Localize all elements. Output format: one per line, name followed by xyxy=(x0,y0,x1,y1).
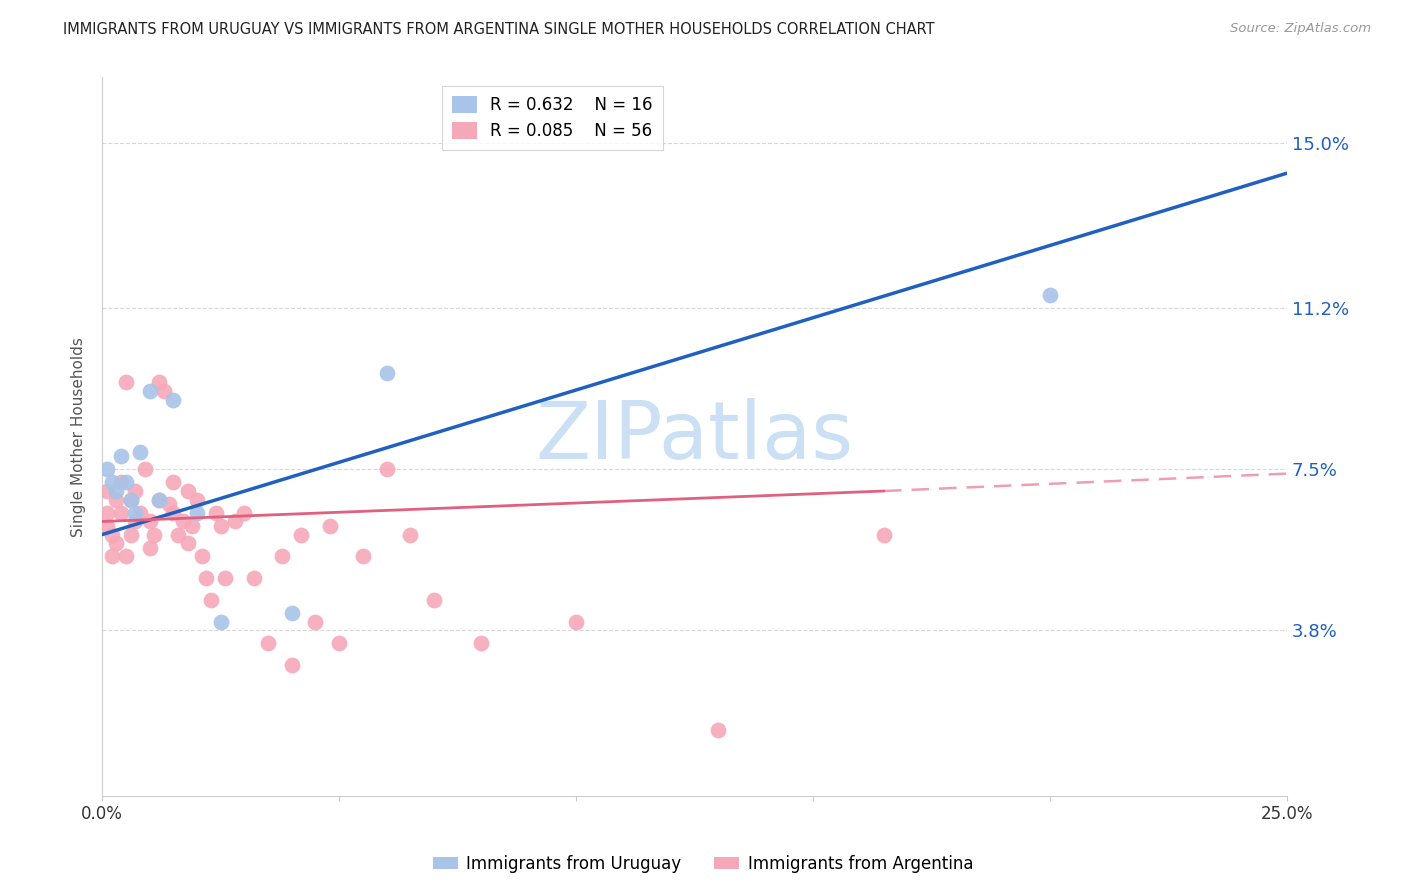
Point xyxy=(124,515,146,529)
Point xyxy=(153,384,176,398)
Point xyxy=(110,449,132,463)
Point xyxy=(100,527,122,541)
Point xyxy=(565,615,588,629)
Point xyxy=(181,519,204,533)
Point xyxy=(172,515,194,529)
Point xyxy=(1039,288,1062,302)
Point xyxy=(129,445,152,459)
Legend: R = 0.632    N = 16, R = 0.085    N = 56: R = 0.632 N = 16, R = 0.085 N = 56 xyxy=(441,86,662,151)
Point xyxy=(96,506,118,520)
Point xyxy=(304,615,326,629)
Point xyxy=(328,636,350,650)
Point xyxy=(375,367,398,381)
Point xyxy=(281,606,304,620)
Point xyxy=(243,571,266,585)
Point xyxy=(162,506,184,520)
Point xyxy=(195,571,218,585)
Point xyxy=(120,492,142,507)
Point xyxy=(200,592,222,607)
Point xyxy=(214,571,236,585)
Point xyxy=(148,492,170,507)
Point xyxy=(707,723,730,738)
Point xyxy=(138,515,160,529)
Point xyxy=(110,506,132,520)
Point xyxy=(190,549,212,564)
Point xyxy=(257,636,280,650)
Point xyxy=(124,506,146,520)
Text: IMMIGRANTS FROM URUGUAY VS IMMIGRANTS FROM ARGENTINA SINGLE MOTHER HOUSEHOLDS CO: IMMIGRANTS FROM URUGUAY VS IMMIGRANTS FR… xyxy=(63,22,935,37)
Point xyxy=(209,519,232,533)
Point xyxy=(96,462,118,476)
Point xyxy=(120,492,142,507)
Point xyxy=(157,497,180,511)
Point xyxy=(290,527,312,541)
Point xyxy=(96,519,118,533)
Point xyxy=(399,527,422,541)
Point xyxy=(138,384,160,398)
Point xyxy=(470,636,492,650)
Point xyxy=(271,549,294,564)
Point xyxy=(205,506,228,520)
Point xyxy=(176,483,198,498)
Text: Source: ZipAtlas.com: Source: ZipAtlas.com xyxy=(1230,22,1371,36)
Point xyxy=(138,541,160,555)
Text: ZIPatlas: ZIPatlas xyxy=(536,398,853,475)
Point xyxy=(233,506,256,520)
Point xyxy=(134,462,156,476)
Point xyxy=(162,475,184,490)
Point xyxy=(100,549,122,564)
Point xyxy=(115,475,138,490)
Point xyxy=(115,549,138,564)
Point xyxy=(120,527,142,541)
Point xyxy=(105,536,128,550)
Point xyxy=(318,519,340,533)
Y-axis label: Single Mother Households: Single Mother Households xyxy=(72,336,86,536)
Point xyxy=(224,515,246,529)
Point xyxy=(105,492,128,507)
Point xyxy=(281,658,304,673)
Point xyxy=(115,375,138,389)
Point xyxy=(423,592,446,607)
Point xyxy=(129,506,152,520)
Point xyxy=(176,536,198,550)
Point xyxy=(148,492,170,507)
Point xyxy=(96,483,118,498)
Point xyxy=(124,483,146,498)
Point xyxy=(110,475,132,490)
Point xyxy=(375,462,398,476)
Point xyxy=(186,506,208,520)
Point xyxy=(105,483,128,498)
Point xyxy=(352,549,374,564)
Point xyxy=(143,527,166,541)
Point xyxy=(209,615,232,629)
Point xyxy=(148,375,170,389)
Point xyxy=(873,527,896,541)
Point xyxy=(162,392,184,407)
Legend: Immigrants from Uruguay, Immigrants from Argentina: Immigrants from Uruguay, Immigrants from… xyxy=(426,848,980,880)
Point xyxy=(186,492,208,507)
Point xyxy=(100,475,122,490)
Point xyxy=(167,527,190,541)
